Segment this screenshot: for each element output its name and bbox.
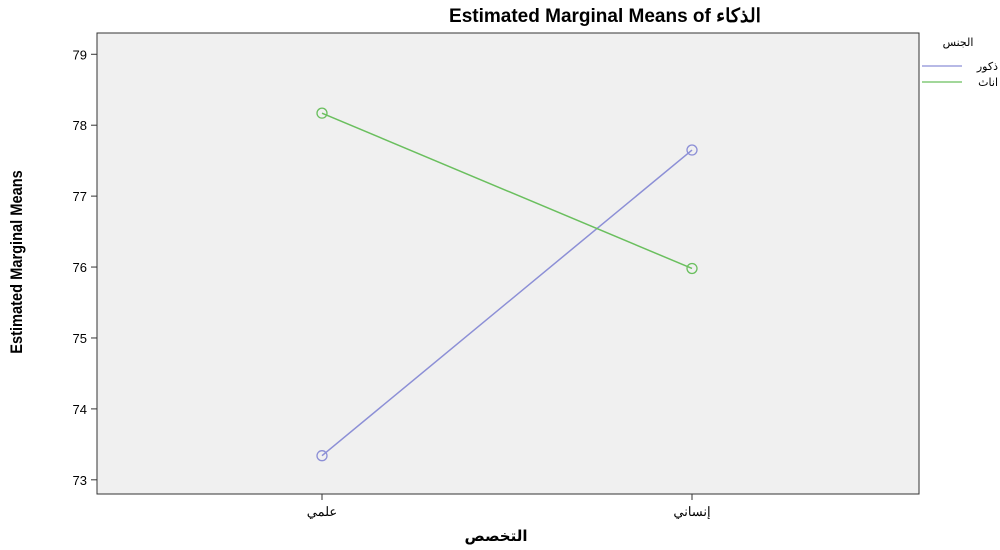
y-tick-label: 75 — [73, 331, 87, 346]
data-point — [316, 450, 328, 462]
y-tick-label: 76 — [73, 260, 87, 275]
legend-title: الجنس — [943, 36, 974, 49]
plot-area — [96, 32, 920, 495]
y-tick-label: 78 — [73, 118, 87, 133]
y-axis: 73 74 75 76 77 78 79 — [73, 47, 97, 488]
x-tick-label: إنساني — [673, 504, 710, 520]
legend: الجنس ذكور اناث — [922, 36, 998, 89]
series-line — [321, 112, 693, 270]
legend-entry-label: اناث — [978, 76, 998, 89]
y-axis-label: Estimated Marginal Means — [8, 170, 26, 354]
data-point — [686, 144, 698, 156]
x-tick-label: علمي — [307, 504, 337, 519]
chart-title: Estimated Marginal Means of الذكاء — [449, 6, 761, 27]
data-point — [316, 107, 328, 119]
y-tick-label: 73 — [73, 473, 87, 488]
x-axis-label: التخصص — [465, 527, 528, 545]
series-line — [321, 149, 693, 457]
x-axis: علمي إنساني — [307, 494, 711, 520]
y-tick-label: 77 — [73, 189, 87, 204]
y-tick-label: 79 — [73, 47, 87, 62]
y-tick-label: 74 — [73, 402, 87, 417]
legend-entry-label: ذكور — [976, 60, 998, 73]
data-point — [686, 262, 698, 275]
series-layer — [316, 107, 698, 462]
